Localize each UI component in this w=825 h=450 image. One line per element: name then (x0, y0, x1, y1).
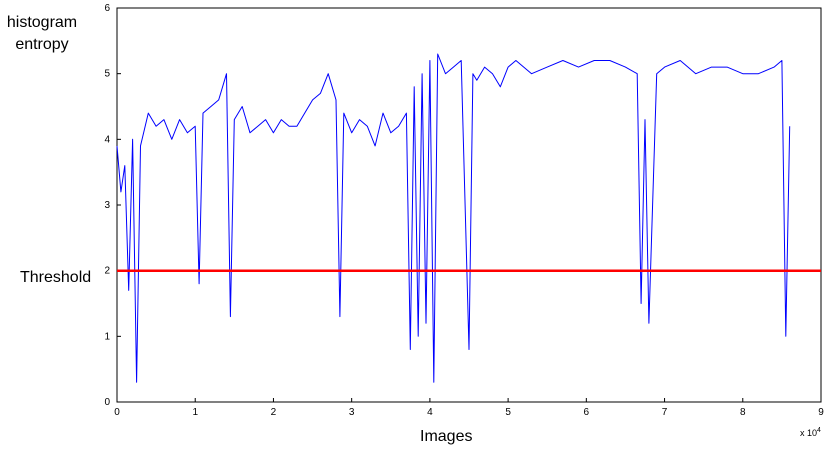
x-tick-label: 7 (662, 407, 668, 418)
y-tick-label: 0 (104, 397, 110, 408)
y-tick-label: 6 (104, 3, 110, 14)
x-tick-label: 4 (427, 407, 433, 418)
y-axis-label-line1: histogram (6, 14, 78, 31)
y-tick-label: 4 (104, 134, 110, 145)
x-axis-label: Images (420, 428, 473, 445)
x-tick-label: 8 (740, 407, 746, 418)
y-tick-label: 2 (104, 266, 110, 277)
x-tick-label: 9 (818, 407, 824, 418)
threshold-label: Threshold (20, 269, 92, 286)
x-tick-label: 0 (114, 407, 120, 418)
x-multiplier-exponent: 4 (817, 427, 821, 434)
x-tick-label: 1 (192, 407, 198, 418)
x-tick-label: 5 (505, 407, 511, 418)
x-axis-multiplier: x 104 (800, 427, 821, 438)
y-tick-label: 1 (104, 331, 110, 342)
y-axis-label: histogram entropy (6, 12, 78, 56)
series-layer (116, 53, 821, 383)
x-tick-label: 2 (271, 407, 277, 418)
x-tick-label: 3 (349, 407, 355, 418)
y-tick-label: 3 (104, 200, 110, 211)
ticks-layer: 0 1 2 3 4 5 6 7 8 9 0 1 2 3 4 5 6 (104, 3, 824, 418)
x-multiplier-base: x 10 (800, 428, 818, 438)
entropy-series-line (116, 53, 791, 383)
y-axis-label-line2: entropy (15, 36, 69, 53)
y-tick-label: 5 (104, 69, 110, 80)
x-tick-label: 6 (584, 407, 590, 418)
